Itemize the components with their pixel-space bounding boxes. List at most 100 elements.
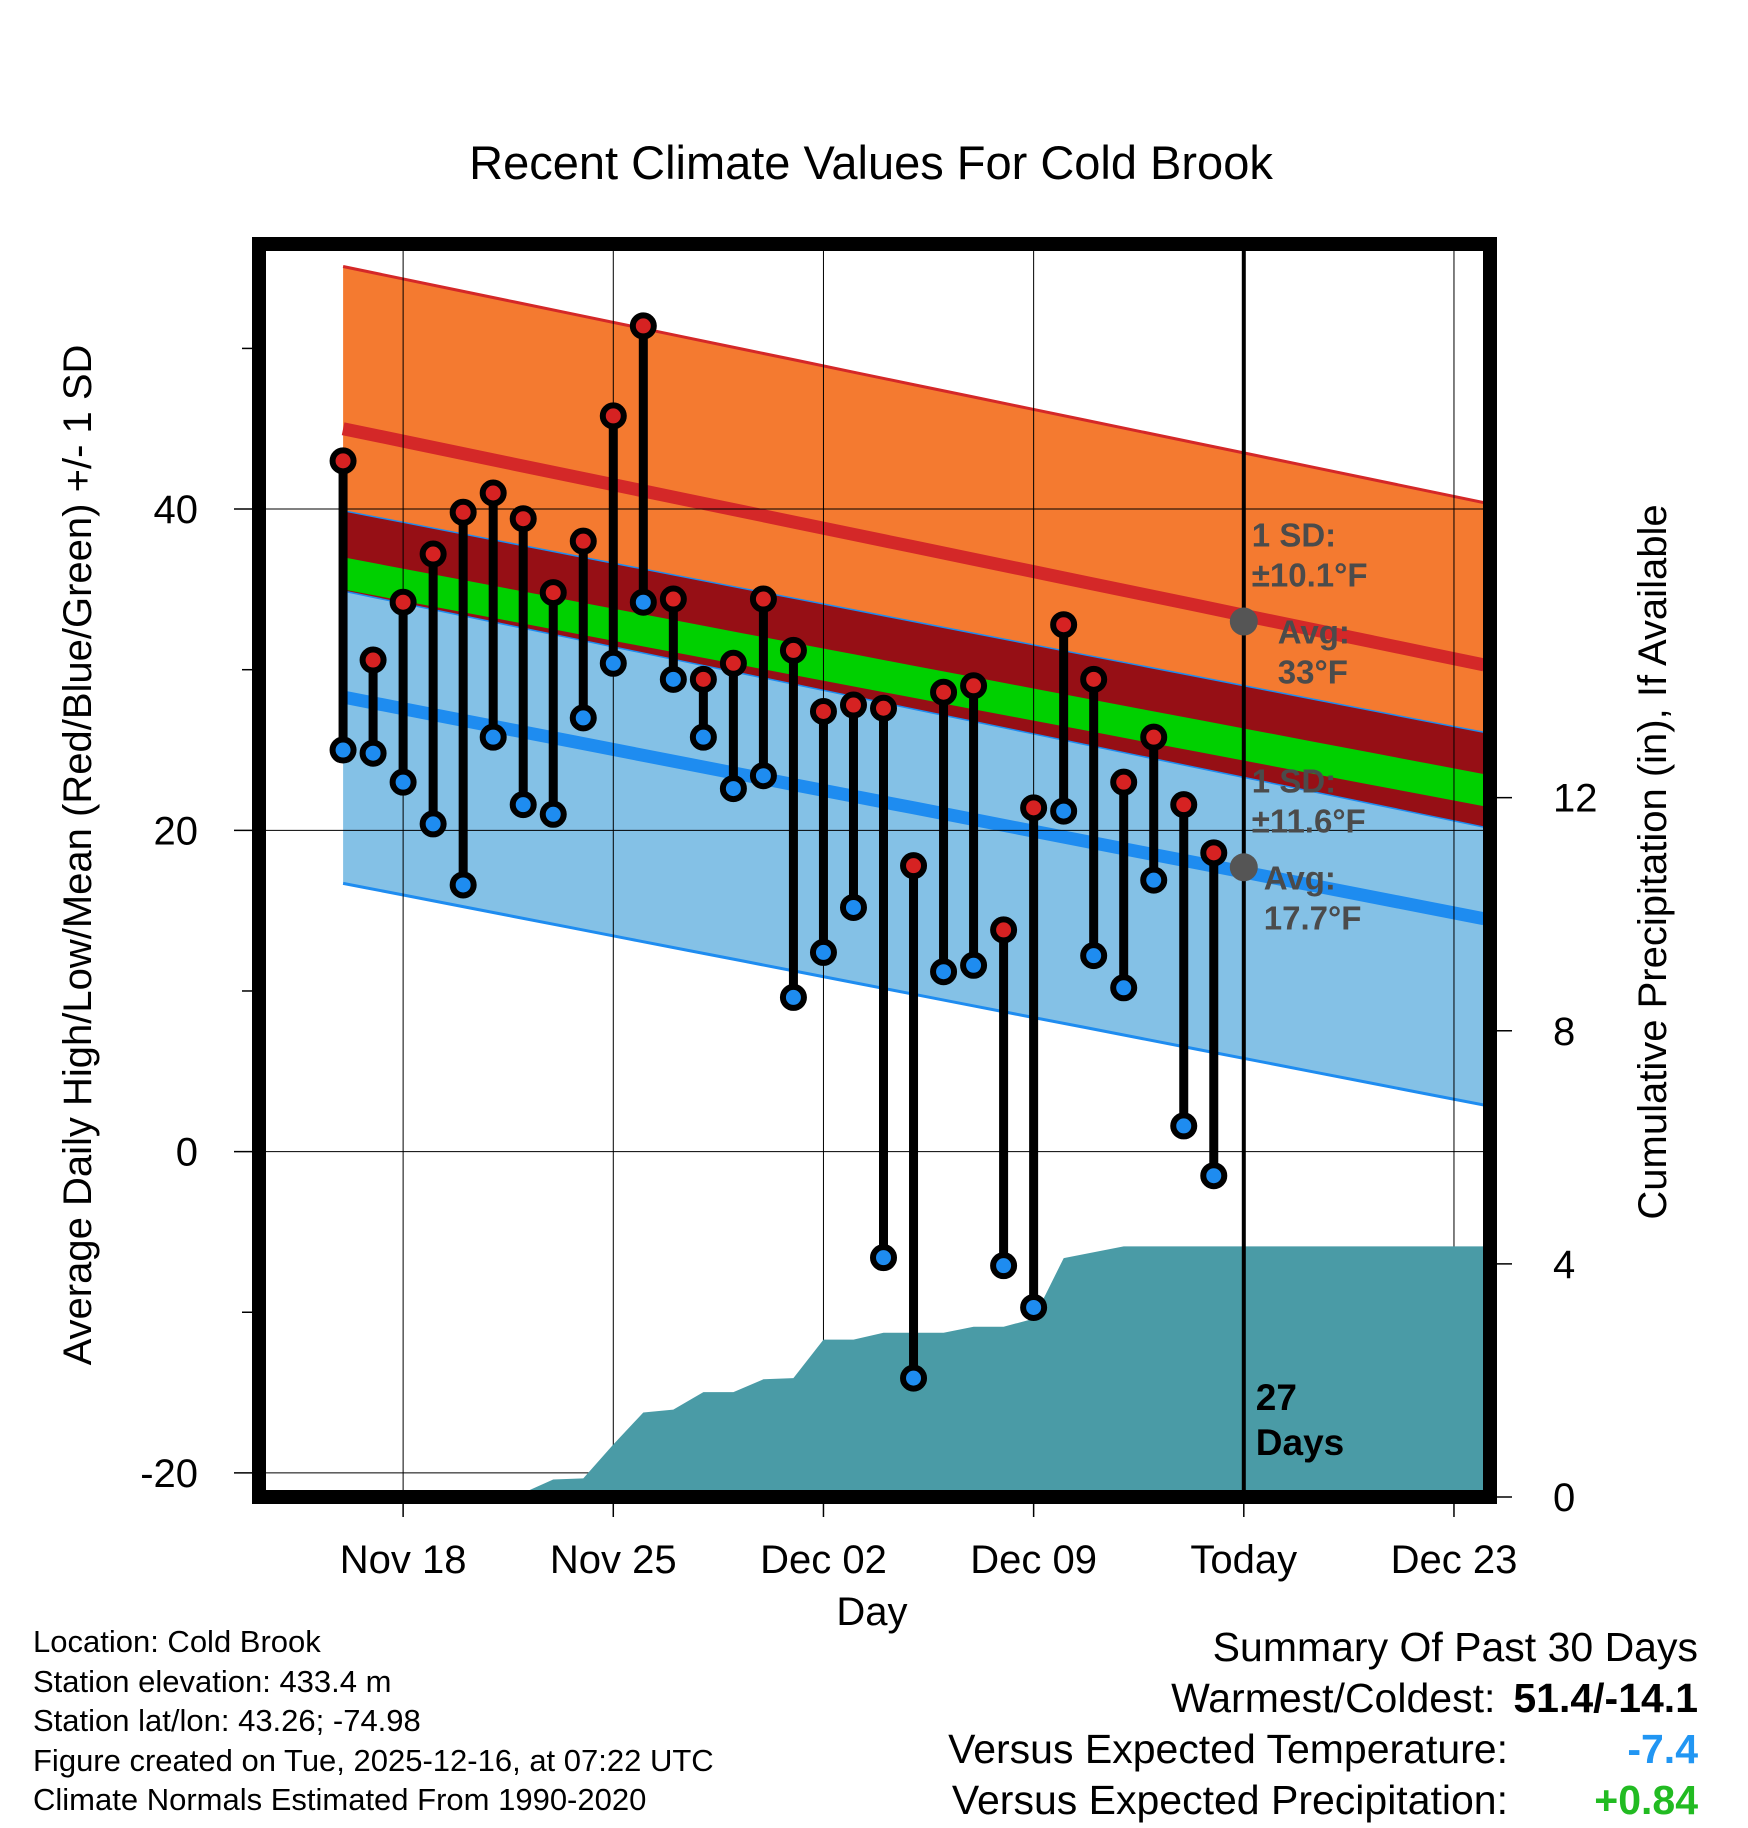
summary-title: Summary Of Past 30 Days xyxy=(1212,1624,1698,1670)
days-count-label: Days xyxy=(1256,1422,1344,1463)
daily-low-point xyxy=(419,810,447,838)
daily-high-point xyxy=(599,402,627,430)
daily-high-point xyxy=(539,579,567,607)
plot-frame xyxy=(252,237,1497,1504)
daily-low-point xyxy=(569,704,597,732)
annotation-sd-value: ±10.1°F xyxy=(1252,557,1368,594)
daily-high-point xyxy=(389,588,417,616)
low-upper-sd-line xyxy=(342,509,1484,734)
daily-high-point xyxy=(659,585,687,613)
daily-low-point xyxy=(960,951,988,979)
precip-value: +0.84 xyxy=(1594,1777,1698,1823)
annotation-avg-label: Avg: xyxy=(1278,614,1350,651)
annotation-avg-value: 33°F xyxy=(1278,654,1348,691)
daily-high-point xyxy=(449,498,477,526)
y-axis-label: Average Daily High/Low/Mean (Red/Blue/Gr… xyxy=(56,345,100,1366)
daily-high-point xyxy=(629,312,657,340)
temp-label: Versus Expected Temperature: xyxy=(948,1726,1508,1772)
daily-low-point xyxy=(1140,866,1168,894)
daily-low-point xyxy=(389,768,417,796)
y-right-tick-label: 8 xyxy=(1553,1010,1575,1054)
y-right-tick-label: 4 xyxy=(1553,1243,1575,1287)
y-right-tick-label: 0 xyxy=(1553,1476,1575,1520)
station-info: Location: Cold Brook Station elevation: … xyxy=(33,1622,714,1820)
daily-high-point xyxy=(569,527,597,555)
daily-low-point xyxy=(599,649,627,677)
daily-high-point xyxy=(1020,794,1048,822)
daily-low-point xyxy=(1170,1112,1198,1140)
daily-low-point xyxy=(539,800,567,828)
daily-low-point xyxy=(359,739,387,767)
daily-low-point xyxy=(749,762,777,790)
high-normal-line xyxy=(341,422,1484,672)
daily-high-point xyxy=(809,697,837,725)
daily-low-point xyxy=(449,871,477,899)
daily-low-point xyxy=(990,1252,1018,1280)
summary-warmest-row: Warmest/Coldest: 51.4/-14.1 xyxy=(948,1673,1698,1724)
daily-high-point xyxy=(839,691,867,719)
daily-high-point xyxy=(1080,665,1108,693)
y-tick-label: -20 xyxy=(140,1452,198,1496)
precip-label: Versus Expected Precipitation: xyxy=(951,1777,1508,1823)
daily-low-point xyxy=(809,938,837,966)
daily-low-point xyxy=(1050,797,1078,825)
daily-low-point xyxy=(719,775,747,803)
daily-low-point xyxy=(689,723,717,751)
normals-text: Climate Normals Estimated From 1990-2020 xyxy=(33,1782,647,1817)
daily-high-point xyxy=(719,649,747,677)
daily-high-point xyxy=(1170,791,1198,819)
elevation-text: Station elevation: 433.4 m xyxy=(33,1663,392,1699)
daily-high-point xyxy=(509,505,537,533)
y-right-tick-label: 12 xyxy=(1553,777,1598,821)
daily-high-point xyxy=(779,636,807,664)
annotation-sd-value: ±11.6°F xyxy=(1252,802,1366,839)
daily-low-point xyxy=(930,958,958,986)
daily-low-point xyxy=(1110,974,1138,1002)
daily-high-point xyxy=(1200,839,1228,867)
daily-high-point xyxy=(689,665,717,693)
high-upper-sd-line xyxy=(342,265,1484,505)
daily-high-point xyxy=(1140,723,1168,751)
daily-low-point xyxy=(659,665,687,693)
daily-low-point xyxy=(839,893,867,921)
temp-value: -7.4 xyxy=(1627,1726,1698,1772)
chart-title: Recent Climate Values For Cold Brook xyxy=(469,136,1273,189)
x-tick-label: Dec 02 xyxy=(760,1538,887,1582)
y-tick-label: 20 xyxy=(154,809,199,853)
daily-high-point xyxy=(930,678,958,706)
daily-high-point xyxy=(900,852,928,880)
daily-low-point xyxy=(1200,1162,1228,1190)
latlon-text: Station lat/lon: 43.26; -74.98 xyxy=(33,1703,421,1738)
daily-low-point xyxy=(1020,1293,1048,1321)
daily-high-point xyxy=(419,540,447,568)
normal-average-dot xyxy=(1229,853,1258,882)
annotation-avg-value: 17.7°F xyxy=(1264,899,1362,936)
daily-high-point xyxy=(990,916,1018,944)
daily-high-point xyxy=(960,672,988,700)
mean-band xyxy=(343,557,1484,807)
daily-low-point xyxy=(1080,942,1108,970)
x-tick-label: Nov 25 xyxy=(550,1538,677,1582)
annotation-avg-label: Avg: xyxy=(1264,859,1336,896)
daily-high-point xyxy=(479,479,507,507)
daily-low-point xyxy=(629,588,657,616)
daily-high-point xyxy=(749,585,777,613)
x-tick-label: Nov 18 xyxy=(340,1538,467,1582)
x-tick-label: Today xyxy=(1190,1538,1297,1582)
x-tick-label: Dec 09 xyxy=(970,1538,1097,1582)
location-text: Location: Cold Brook xyxy=(33,1624,321,1659)
daily-low-point xyxy=(329,736,357,764)
daily-high-point xyxy=(329,447,357,475)
summary-precip-row: Versus Expected Precipitation: +0.84 xyxy=(948,1775,1698,1826)
x-tick-label: Dec 23 xyxy=(1391,1538,1518,1582)
daily-high-point xyxy=(359,646,387,674)
summary-panel: Summary Of Past 30 Days Warmest/Coldest:… xyxy=(948,1622,1698,1826)
y-axis-label-right: Cumulative Precipitation (in), If Availa… xyxy=(1631,504,1675,1219)
created-text: Figure created on Tue, 2025-12-16, at 07… xyxy=(33,1742,714,1778)
daily-high-point xyxy=(1050,611,1078,639)
days-count-label: 27 xyxy=(1256,1377,1297,1418)
annotation-sd-label: 1 SD: xyxy=(1252,762,1336,799)
daily-low-point xyxy=(870,1244,898,1272)
y-tick-label: 40 xyxy=(154,488,199,532)
